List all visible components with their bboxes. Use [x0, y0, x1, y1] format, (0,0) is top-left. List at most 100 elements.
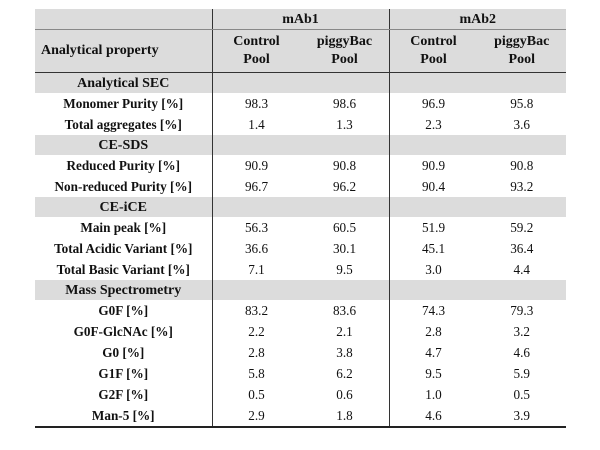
row-label: Total Basic Variant [%]	[56, 262, 190, 277]
section-header-row: Analytical SEC	[35, 72, 566, 93]
value-cell: 96.9	[388, 93, 478, 114]
section-empty-cell	[300, 72, 389, 93]
value-cell: 6.2	[336, 366, 353, 381]
section-empty-cell	[388, 197, 478, 217]
section-title: Analytical SEC	[35, 72, 212, 93]
section-empty-cell	[477, 72, 566, 93]
value-cell: 90.8	[510, 158, 534, 173]
value-cell: 90.8	[332, 158, 357, 173]
value-cell: 83.6	[332, 303, 357, 318]
section-header-row: CE-SDS	[35, 135, 566, 155]
row-label: Monomer Purity [%]	[63, 96, 184, 111]
value-cell: 3.6	[513, 117, 530, 132]
value-cell: 1.4	[211, 114, 301, 135]
value-cell: 30.1	[332, 241, 357, 256]
col-header-line2: Pool	[331, 52, 358, 67]
section-empty-cell	[300, 197, 389, 217]
table-row: G0F [%] 83.2 83.6 74.3 79.3	[35, 300, 566, 321]
value-cell: 96.2	[332, 179, 357, 194]
section-empty-cell	[388, 135, 478, 155]
section-empty-cell	[300, 280, 389, 300]
value-cell: 90.9	[388, 155, 478, 176]
col-header-mab1-control: Control Pool	[211, 29, 301, 73]
value-cell: 4.6	[513, 345, 530, 360]
value-cell: 2.8	[388, 321, 478, 342]
value-cell: 3.9	[477, 405, 566, 428]
value-cell: 5.8	[211, 363, 301, 384]
group-header-mab2: mAb2	[388, 9, 566, 30]
section-empty-cell	[477, 197, 566, 217]
table-row: Man-5 [%] 2.9 1.8 4.6 3.9	[35, 405, 566, 428]
row-label: G2F [%]	[98, 387, 149, 402]
value-cell: 45.1	[388, 238, 478, 259]
row-label: Man-5 [%]	[35, 405, 212, 428]
section-empty-cell	[300, 135, 389, 155]
value-cell: 90.9	[211, 155, 301, 176]
value-cell: 93.2	[510, 179, 534, 194]
results-table-container: mAb1 mAb2 Analytical property Control Poo…	[35, 9, 566, 428]
col-header-line2: Pool	[243, 52, 270, 67]
value-cell: 2.9	[211, 405, 301, 428]
value-cell: 2.1	[336, 324, 353, 339]
value-cell: 9.5	[336, 262, 353, 277]
section-empty-cell	[388, 72, 478, 93]
value-cell: 36.4	[510, 241, 534, 256]
row-label: Main peak [%]	[80, 220, 167, 235]
value-cell: 36.6	[211, 238, 301, 259]
value-cell: 2.2	[211, 321, 301, 342]
value-cell: 96.7	[211, 176, 301, 197]
table-row: Non-reduced Purity [%] 96.7 96.2 90.4 93.2	[35, 176, 566, 197]
section-title: CE-iCE	[35, 197, 212, 217]
value-cell: 90.4	[388, 176, 478, 197]
value-cell: 0.5	[211, 384, 301, 405]
value-cell: 7.1	[211, 259, 301, 280]
row-label: G0F-GlcNAc [%]	[73, 324, 173, 339]
property-column-header: Analytical property	[35, 29, 212, 73]
results-table-body: Analytical SEC Monomer Purity [%] 98.3 98.6…	[35, 72, 566, 428]
value-cell: 4.6	[388, 405, 478, 428]
table-row: G2F [%] 0.5 0.6 1.0 0.5	[35, 384, 566, 405]
col-header-mab2-piggybac: piggyBac Pool	[477, 29, 566, 73]
section-header-row: CE-iCE	[35, 197, 566, 217]
section-empty-cell	[211, 197, 301, 217]
value-cell: 83.2	[211, 300, 301, 321]
section-empty-cell	[211, 280, 301, 300]
row-label: G0F [%]	[98, 303, 149, 318]
table-row: Main peak [%] 56.3 60.5 51.9 59.2	[35, 217, 566, 238]
value-cell: 1.3	[336, 117, 353, 132]
table-row: G0F-GlcNAc [%] 2.2 2.1 2.8 3.2	[35, 321, 566, 342]
row-label: Reduced Purity [%]	[66, 158, 181, 173]
value-cell: 3.8	[336, 345, 353, 360]
col-header-line1: piggyBac	[494, 34, 550, 49]
value-cell: 98.3	[211, 93, 301, 114]
value-cell: 5.9	[513, 366, 530, 381]
header-group-row: mAb1 mAb2	[35, 9, 566, 30]
value-cell: 56.3	[211, 217, 301, 238]
value-cell: 95.8	[510, 96, 534, 111]
value-cell: 0.5	[513, 387, 530, 402]
row-label: Non-reduced Purity [%]	[54, 179, 192, 194]
table-row: Reduced Purity [%] 90.9 90.8 90.9 90.8	[35, 155, 566, 176]
row-label: G1F [%]	[98, 366, 149, 381]
value-cell: 2.3	[388, 114, 478, 135]
value-cell: 60.5	[332, 220, 357, 235]
value-cell: 98.6	[332, 96, 357, 111]
header-blank-cell	[35, 9, 212, 30]
value-cell: 79.3	[510, 303, 534, 318]
col-header-mab1-piggybac: piggyBac Pool	[300, 29, 389, 73]
section-header-row: Mass Spectrometry	[35, 280, 566, 300]
value-cell: 74.3	[388, 300, 478, 321]
row-label: Total aggregates [%]	[64, 117, 182, 132]
value-cell: 4.7	[388, 342, 478, 363]
col-header-line2: Pool	[508, 52, 535, 67]
col-header-line2: Pool	[420, 52, 447, 67]
value-cell: 9.5	[388, 363, 478, 384]
value-cell: 4.4	[513, 262, 530, 277]
value-cell: 59.2	[510, 220, 534, 235]
value-cell: 3.2	[513, 324, 530, 339]
value-cell: 1.0	[388, 384, 478, 405]
value-cell: 1.8	[300, 405, 389, 428]
table-row: Total Acidic Variant [%] 36.6 30.1 45.1 36.4	[35, 238, 566, 259]
col-header-line1: Control	[410, 34, 457, 49]
section-title: CE-SDS	[35, 135, 212, 155]
